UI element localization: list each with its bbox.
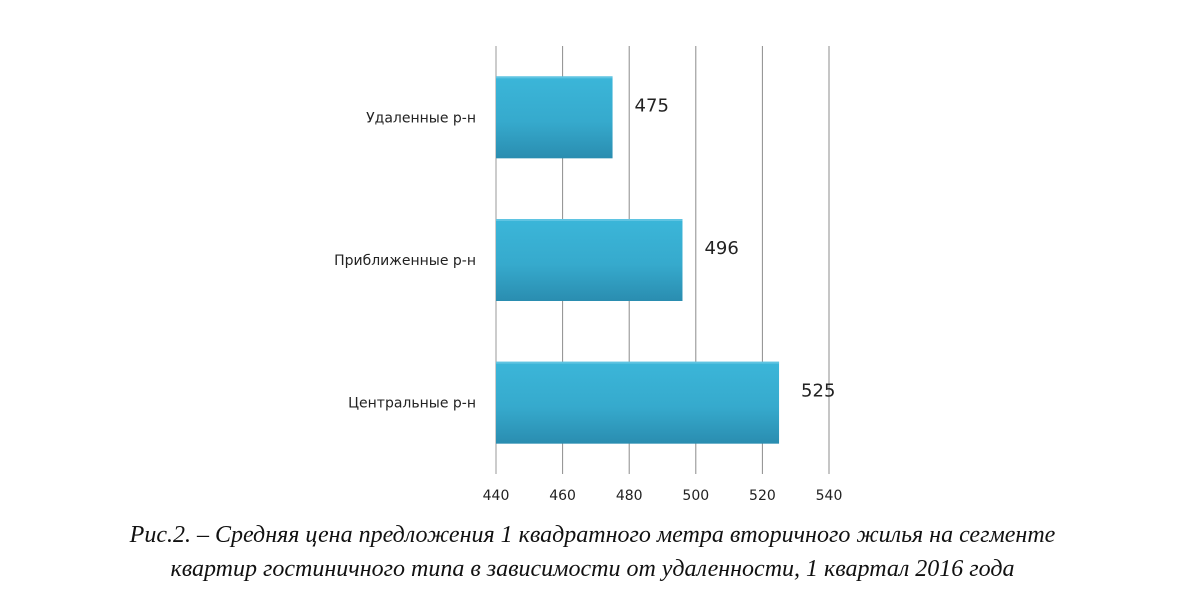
bar-highlight-1 <box>496 76 613 79</box>
data-label-3: 525 <box>801 381 835 402</box>
caption-line-2: квартир гостиничного типа в зависимости … <box>170 556 1015 582</box>
labels: 440 460 480 500 520 540 Удаленные р-н 475 Прибли… <box>334 95 842 504</box>
bar-2 <box>496 219 683 301</box>
bar-chart: 440 460 480 500 520 540 Удаленные р-н 475 Прибли… <box>334 46 842 504</box>
figure-caption: Рис.2. – Средняя цена предложения 1 квад… <box>0 518 1185 586</box>
bar-1 <box>496 76 613 159</box>
category-label-2: Приближенные р-н <box>334 253 476 269</box>
x-tick-label-520: 520 <box>749 488 776 504</box>
x-tick-label-440: 440 <box>483 488 510 504</box>
data-label-1: 475 <box>635 95 669 116</box>
x-tick-label-500: 500 <box>682 488 709 504</box>
x-tick-label-540: 540 <box>816 488 843 504</box>
bar-highlight-2 <box>496 219 683 221</box>
category-label-1: Удаленные р-н <box>366 110 476 126</box>
bars <box>496 76 780 444</box>
x-tick-label-460: 460 <box>549 488 576 504</box>
bar-3 <box>496 361 780 444</box>
bar-highlight-3 <box>496 361 780 364</box>
x-tick-label-480: 480 <box>616 488 643 504</box>
data-label-2: 496 <box>704 238 738 259</box>
caption-line-1: Рис.2. – Средняя цена предложения 1 квад… <box>129 522 1056 548</box>
category-label-3: Центральные р-н <box>348 396 476 412</box>
